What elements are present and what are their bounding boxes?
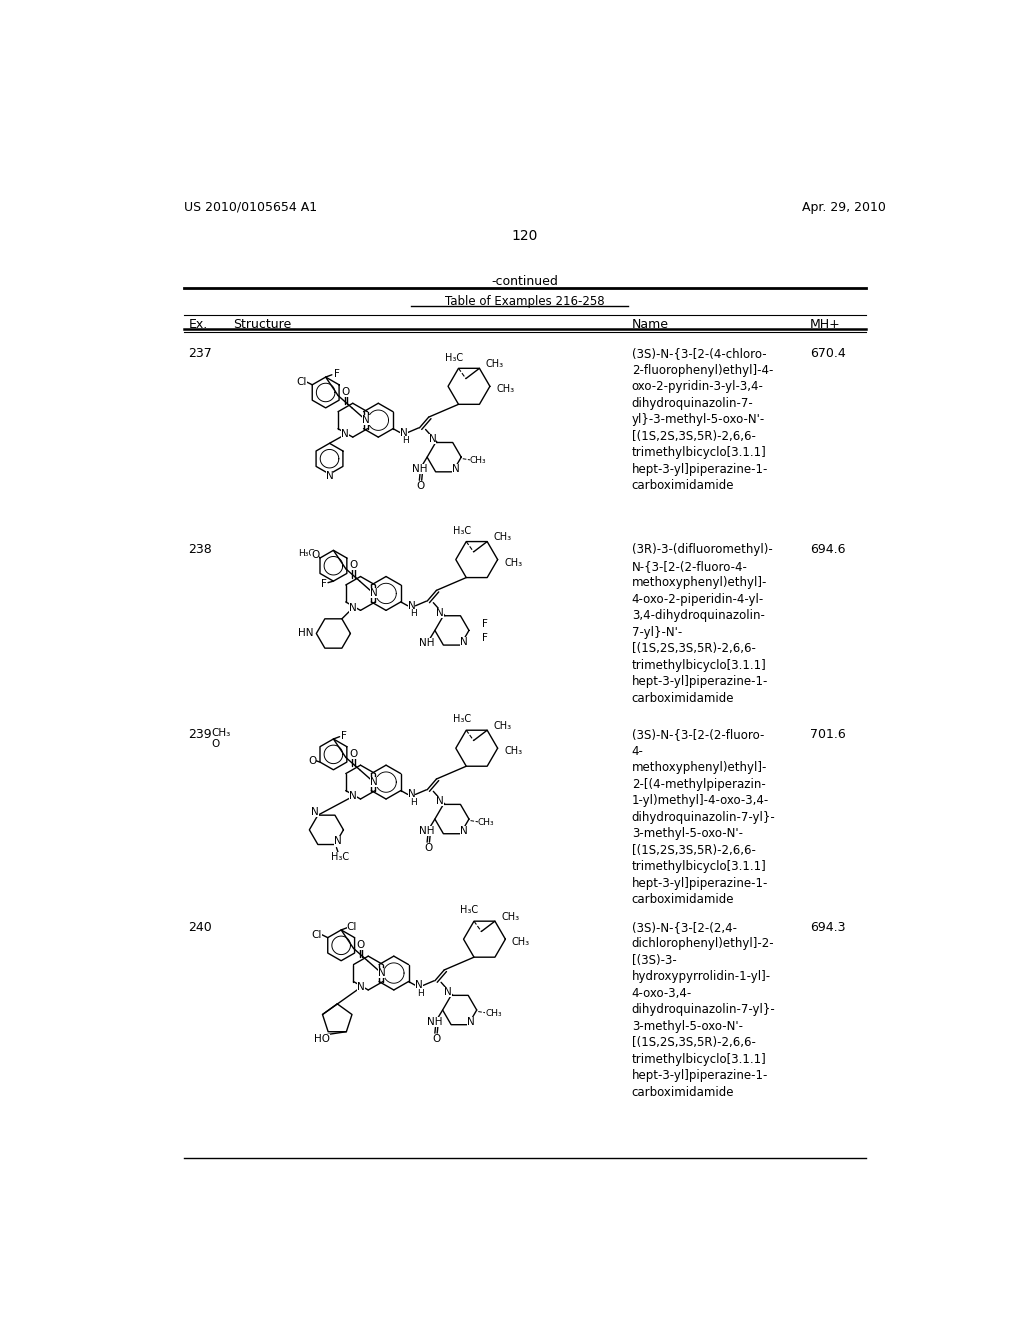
Text: Cl: Cl bbox=[347, 921, 357, 932]
Text: 238: 238 bbox=[188, 544, 212, 557]
Text: H₃C: H₃C bbox=[453, 714, 471, 725]
Text: N: N bbox=[311, 807, 318, 817]
Text: H₃C: H₃C bbox=[298, 549, 314, 558]
Text: N: N bbox=[416, 981, 423, 990]
Text: N: N bbox=[326, 471, 334, 482]
Text: N: N bbox=[400, 428, 408, 437]
Text: NH: NH bbox=[412, 465, 427, 474]
Text: H₃C: H₃C bbox=[331, 851, 348, 862]
Text: N: N bbox=[436, 796, 444, 807]
Text: N: N bbox=[378, 968, 385, 978]
Text: 694.6: 694.6 bbox=[810, 544, 846, 557]
Text: N: N bbox=[444, 987, 452, 998]
Text: Apr. 29, 2010: Apr. 29, 2010 bbox=[802, 201, 886, 214]
Text: (3R)-3-(difluoromethyl)-
N-{3-[2-(2-fluoro-4-
methoxyphenyl)ethyl]-
4-oxo-2-pipe: (3R)-3-(difluoromethyl)- N-{3-[2-(2-fluo… bbox=[632, 544, 772, 705]
Text: Cl: Cl bbox=[296, 376, 306, 387]
Text: N: N bbox=[429, 434, 436, 445]
Text: CH₃: CH₃ bbox=[512, 937, 530, 948]
Text: N: N bbox=[408, 789, 416, 800]
Text: O: O bbox=[417, 482, 425, 491]
Text: F: F bbox=[334, 370, 339, 379]
Text: NH: NH bbox=[420, 826, 435, 837]
Text: (3S)-N-{3-[2-(2-fluoro-
4-
methoxyphenyl)ethyl]-
2-[(4-methylpiperazin-
1-yl)met: (3S)-N-{3-[2-(2-fluoro- 4- methoxyphenyl… bbox=[632, 729, 775, 907]
Text: (3S)-N-{3-[2-(2,4-
dichlorophenyl)ethyl]-2-
[(3S)-3-
hydroxypyrrolidin-1-yl]-
4-: (3S)-N-{3-[2-(2,4- dichlorophenyl)ethyl]… bbox=[632, 921, 775, 1098]
Text: MH+: MH+ bbox=[810, 318, 841, 331]
Text: N: N bbox=[341, 429, 349, 440]
Text: 701.6: 701.6 bbox=[810, 729, 846, 742]
Text: CH₃: CH₃ bbox=[212, 729, 231, 738]
Text: Cl: Cl bbox=[311, 929, 323, 940]
Text: HN: HN bbox=[298, 628, 313, 639]
Text: N: N bbox=[357, 982, 365, 993]
Text: CH₃: CH₃ bbox=[504, 746, 522, 756]
Text: F: F bbox=[481, 619, 487, 630]
Text: Ex.: Ex. bbox=[188, 318, 208, 331]
Text: O: O bbox=[311, 550, 319, 560]
Text: CH₃: CH₃ bbox=[494, 721, 512, 730]
Text: CH₃: CH₃ bbox=[478, 817, 495, 826]
Text: H₃C: H₃C bbox=[444, 352, 463, 363]
Text: CH₃: CH₃ bbox=[470, 455, 486, 465]
Text: 237: 237 bbox=[188, 347, 212, 360]
Text: N: N bbox=[408, 601, 416, 611]
Text: H: H bbox=[418, 989, 424, 998]
Text: Name: Name bbox=[632, 318, 669, 331]
Text: F: F bbox=[481, 634, 487, 643]
Text: O: O bbox=[425, 843, 433, 853]
Text: Table of Examples 216-258: Table of Examples 216-258 bbox=[445, 296, 604, 309]
Text: H: H bbox=[410, 609, 417, 618]
Text: H: H bbox=[410, 797, 417, 807]
Text: CH₃: CH₃ bbox=[494, 532, 512, 543]
Text: HO: HO bbox=[313, 1035, 330, 1044]
Text: O: O bbox=[432, 1035, 440, 1044]
Text: O: O bbox=[356, 940, 365, 950]
Text: H₃C: H₃C bbox=[453, 525, 471, 536]
Text: CH₃: CH₃ bbox=[504, 557, 522, 568]
Text: N: N bbox=[436, 607, 444, 618]
Text: CH₃: CH₃ bbox=[485, 1008, 502, 1018]
Text: N: N bbox=[349, 603, 357, 612]
Text: CH₃: CH₃ bbox=[485, 359, 504, 368]
Text: N: N bbox=[349, 792, 357, 801]
Text: N: N bbox=[370, 777, 378, 787]
Text: NH: NH bbox=[420, 638, 435, 648]
Text: 670.4: 670.4 bbox=[810, 347, 846, 360]
Text: O: O bbox=[349, 748, 357, 759]
Text: H₃C: H₃C bbox=[461, 906, 478, 915]
Text: NH: NH bbox=[427, 1018, 442, 1027]
Text: N: N bbox=[452, 463, 460, 474]
Text: 694.3: 694.3 bbox=[810, 921, 846, 933]
Text: O: O bbox=[212, 739, 220, 748]
Text: 239: 239 bbox=[188, 729, 212, 742]
Text: F: F bbox=[322, 579, 327, 589]
Text: N: N bbox=[334, 837, 342, 846]
Text: H: H bbox=[402, 436, 409, 445]
Text: O: O bbox=[308, 755, 316, 766]
Text: N: N bbox=[467, 1016, 475, 1027]
Text: 120: 120 bbox=[512, 230, 538, 243]
Text: CH₃: CH₃ bbox=[497, 384, 514, 395]
Text: O: O bbox=[349, 561, 357, 570]
Text: (3S)-N-{3-[2-(4-chloro-
2-fluorophenyl)ethyl]-4-
oxo-2-pyridin-3-yl-3,4-
dihydro: (3S)-N-{3-[2-(4-chloro- 2-fluorophenyl)e… bbox=[632, 347, 773, 492]
Text: 240: 240 bbox=[188, 921, 212, 933]
Text: N: N bbox=[460, 825, 467, 836]
Text: N: N bbox=[460, 638, 467, 647]
Text: N: N bbox=[370, 589, 378, 598]
Text: US 2010/0105654 A1: US 2010/0105654 A1 bbox=[183, 201, 316, 214]
Text: N: N bbox=[362, 416, 370, 425]
Text: -continued: -continued bbox=[492, 276, 558, 289]
Text: F: F bbox=[341, 731, 347, 741]
Text: Structure: Structure bbox=[232, 318, 291, 331]
Text: CH₃: CH₃ bbox=[502, 912, 519, 921]
Text: O: O bbox=[341, 387, 349, 397]
